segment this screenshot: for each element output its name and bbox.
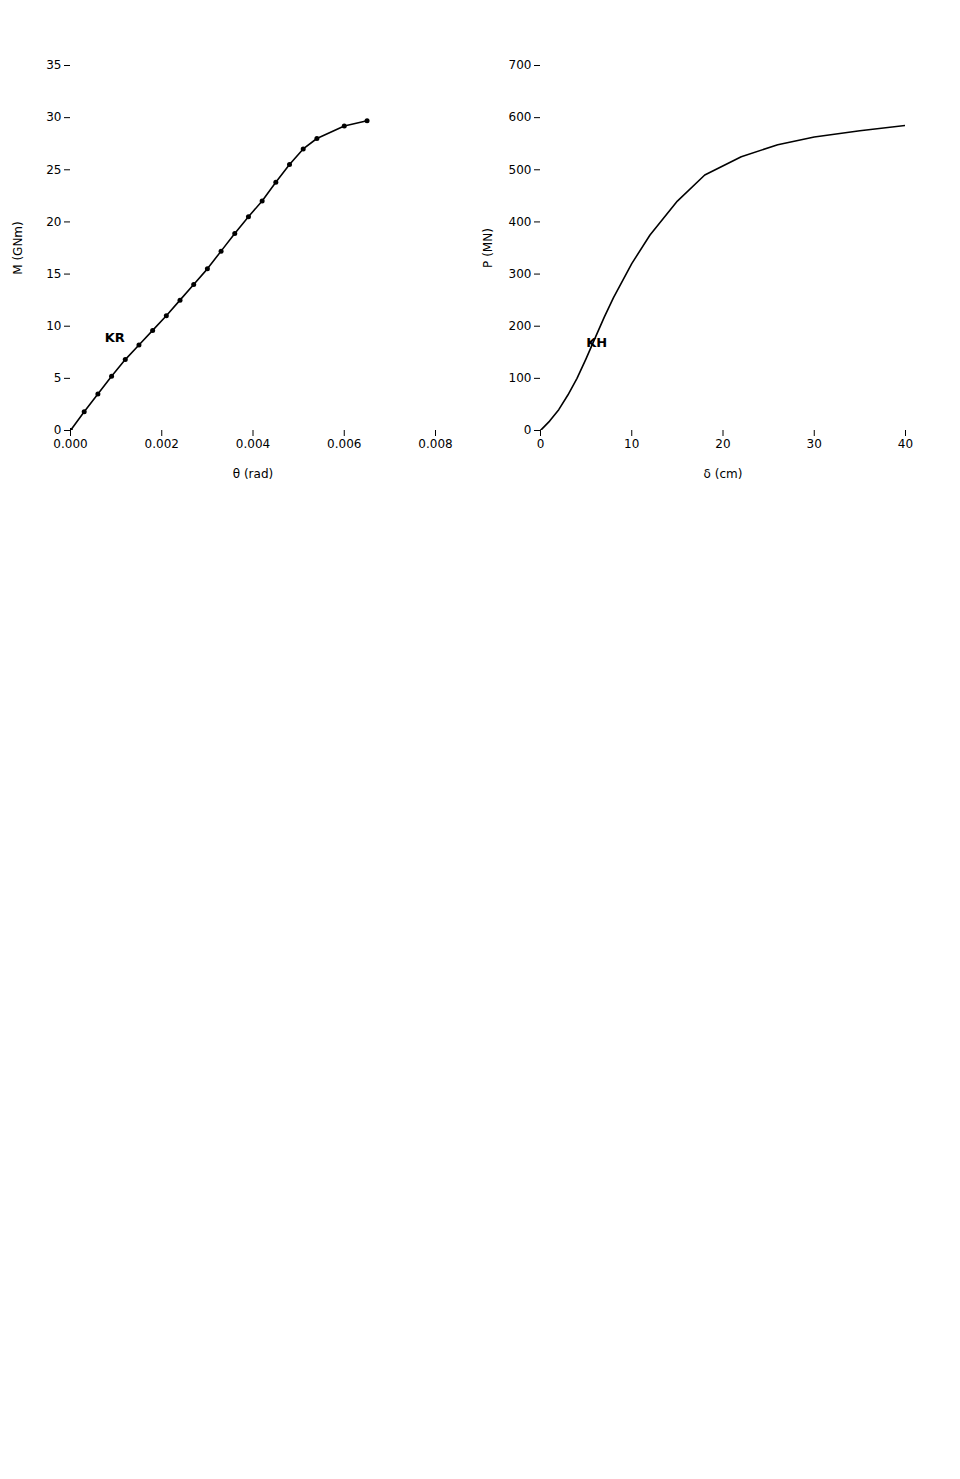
svg-text:P (MN): P (MN) <box>481 228 495 268</box>
svg-text:0: 0 <box>54 423 62 437</box>
svg-text:θ (rad): θ (rad) <box>233 467 273 481</box>
svg-text:5: 5 <box>54 371 62 385</box>
svg-text:30: 30 <box>807 437 822 451</box>
svg-text:25: 25 <box>46 163 61 177</box>
svg-text:10: 10 <box>624 437 639 451</box>
svg-text:300: 300 <box>509 267 532 281</box>
svg-text:0: 0 <box>524 423 532 437</box>
svg-text:30: 30 <box>46 110 61 124</box>
svg-text:KR: KR <box>105 330 125 345</box>
svg-text:0: 0 <box>537 437 545 451</box>
svg-text:500: 500 <box>509 163 532 177</box>
svg-text:700: 700 <box>509 58 532 72</box>
svg-text:δ (cm): δ (cm) <box>704 467 743 481</box>
svg-text:10: 10 <box>46 319 61 333</box>
svg-text:20: 20 <box>715 437 730 451</box>
svg-text:0.000: 0.000 <box>53 437 87 451</box>
svg-text:600: 600 <box>509 110 532 124</box>
svg-text:40: 40 <box>898 437 913 451</box>
svg-text:200: 200 <box>509 319 532 333</box>
svg-text:20: 20 <box>46 215 61 229</box>
svg-text:400: 400 <box>509 215 532 229</box>
svg-text:0.004: 0.004 <box>236 437 270 451</box>
svg-text:0.006: 0.006 <box>327 437 361 451</box>
svg-text:0.008: 0.008 <box>418 437 452 451</box>
svg-text:35: 35 <box>46 58 61 72</box>
svg-text:15: 15 <box>46 267 61 281</box>
svg-text:KH: KH <box>586 335 607 350</box>
svg-text:0.002: 0.002 <box>145 437 179 451</box>
svg-text:M (GNm): M (GNm) <box>11 221 25 275</box>
svg-text:100: 100 <box>509 371 532 385</box>
